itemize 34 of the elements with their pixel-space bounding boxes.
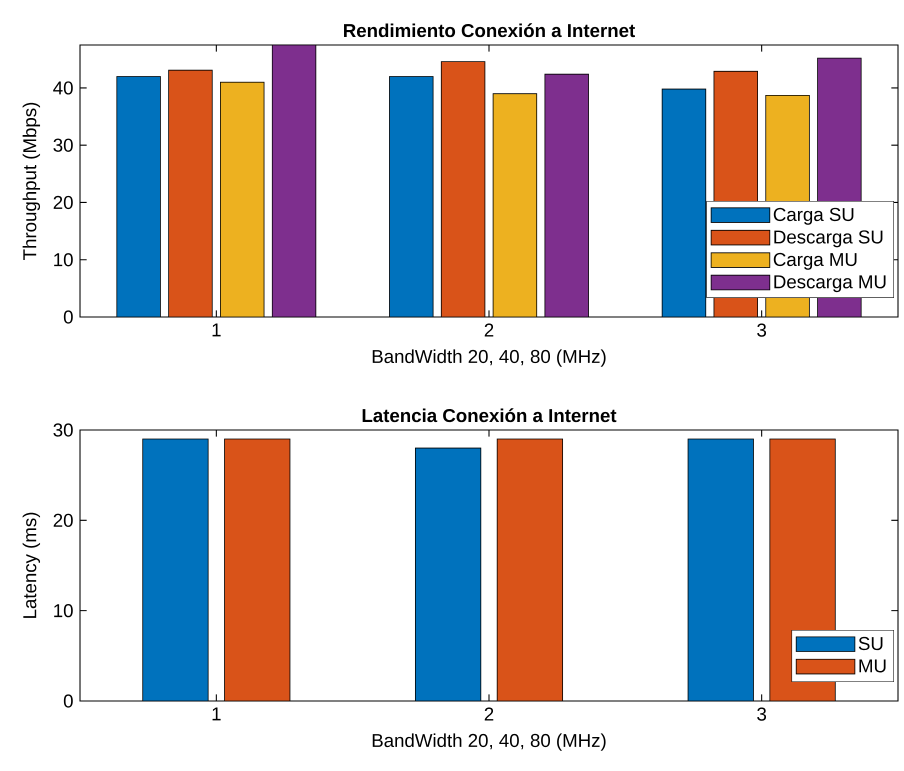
bar — [116, 76, 161, 317]
x-tick-label: 3 — [757, 707, 766, 721]
legend-label: Carga SU — [774, 208, 854, 225]
y-tick-label: 20 — [54, 196, 73, 210]
x-tick-label: 2 — [484, 323, 494, 337]
y-axis-title: Throughput (Mbps) — [22, 102, 40, 260]
bar — [662, 88, 706, 317]
y-tick-label: 10 — [54, 253, 73, 266]
legend-label: SU — [858, 636, 882, 650]
bar — [389, 76, 434, 317]
chart-title: Latencia Conexión a Internet — [362, 408, 616, 422]
legend-label: Descarga MU — [774, 275, 886, 292]
y-tick-label: 20 — [54, 514, 73, 527]
bar — [440, 61, 486, 317]
y-tick-label: 30 — [53, 138, 73, 152]
bar — [220, 82, 264, 317]
chart-title: Rendimiento Conexión a Internet — [344, 23, 635, 38]
y-tick-label: 30 — [53, 423, 73, 437]
y-tick-label: 0 — [64, 694, 73, 708]
legend-label: Carga MU — [774, 252, 856, 270]
y-axis-title: Latency (ms) — [22, 512, 40, 618]
y-tick-label: 0 — [64, 310, 73, 324]
legend-label: MU — [859, 659, 886, 672]
x-tick-label: 1 — [212, 323, 221, 336]
x-tick-label: 2 — [484, 707, 494, 721]
y-tick-label: 10 — [54, 604, 73, 618]
x-tick-label: 3 — [757, 323, 766, 337]
x-tick-label: 1 — [212, 707, 221, 720]
x-axis-title: BandWidth 20, 40, 80 (MHz) — [372, 733, 606, 751]
bar — [168, 70, 213, 317]
x-axis-title: BandWidth 20, 40, 80 (MHz) — [372, 349, 606, 367]
legend-label: Descarga SU — [774, 230, 882, 248]
bar — [492, 93, 538, 317]
y-tick-label: 40 — [53, 81, 73, 95]
